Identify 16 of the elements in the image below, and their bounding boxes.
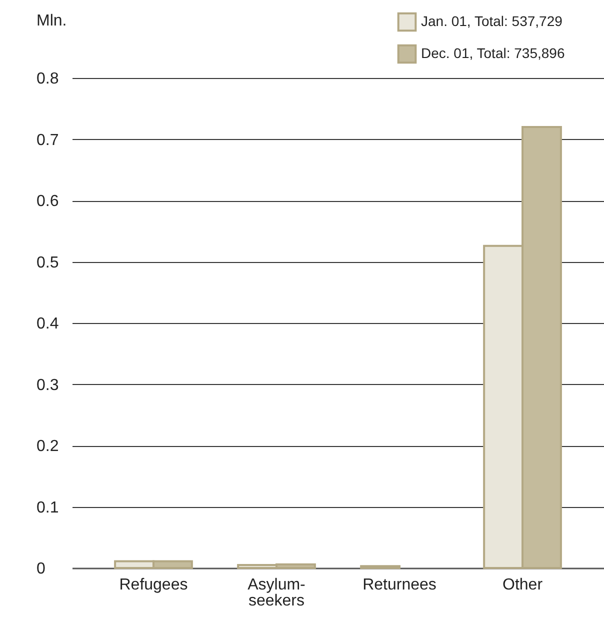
y-tick-label: 0.1 <box>36 499 59 516</box>
x-tick-label: Other <box>502 576 544 594</box>
legend-label: Dec. 01, Total: 735,896 <box>421 45 565 61</box>
y-tick-label: 0.5 <box>36 254 59 272</box>
y-tick-label: 0.4 <box>36 316 59 332</box>
x-tick-label: Returnees <box>362 576 436 594</box>
y-tick-label: 0.7 <box>36 132 59 149</box>
y-tick-label: 0.8 <box>36 70 59 88</box>
y-axis-title: Mln. <box>36 12 67 30</box>
y-tick-label: 0.3 <box>36 376 59 394</box>
x-tick-label: Asylum-seekers <box>248 576 306 610</box>
y-tick-label: 0 <box>36 560 46 578</box>
y-tick-label: 0.2 <box>36 438 59 455</box>
y-tick-label: 0.6 <box>36 193 59 210</box>
x-tick-label: Refugees <box>119 576 188 594</box>
legend-label: Jan. 01, Total: 537,729 <box>421 13 563 29</box>
